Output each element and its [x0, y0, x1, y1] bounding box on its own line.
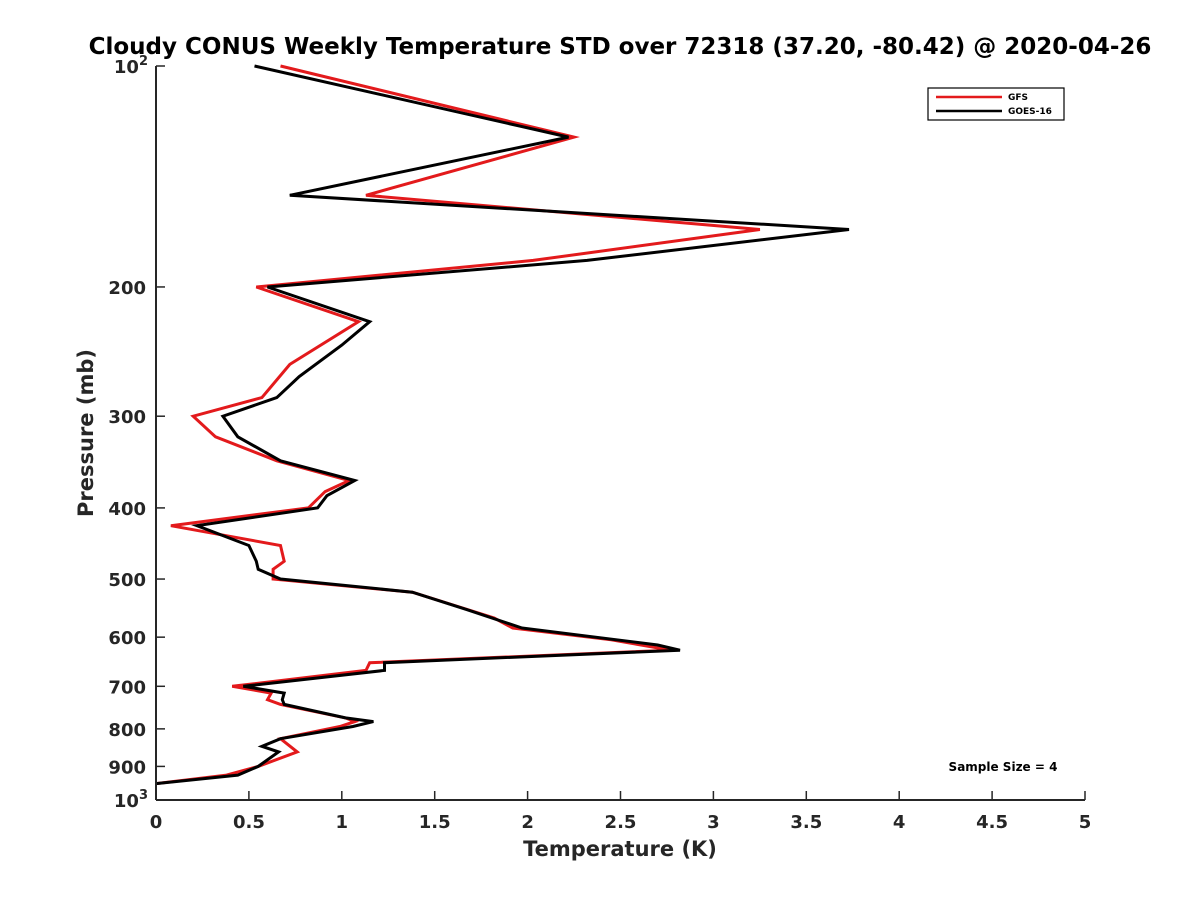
y-tick-label: 300: [108, 407, 146, 428]
x-tick-label: 3: [707, 812, 720, 833]
axes: [155, 66, 1085, 801]
x-tick-label: 1: [336, 812, 349, 833]
goes16-series-line: [155, 64, 850, 786]
legend-box: [927, 87, 1065, 121]
x-tick-label: 1.5: [419, 812, 451, 833]
y-axis-ticks: 102 200 300 400 500 600 700 800 900 103: [108, 54, 165, 812]
y-tick-label: 102: [114, 54, 148, 78]
y-tick-label: 700: [108, 677, 146, 698]
gfs-series-line: [155, 64, 761, 786]
y-tick-label: 600: [108, 628, 146, 649]
x-tick-label: 5: [1079, 812, 1092, 833]
chart-title: Cloudy CONUS Weekly Temperature STD over…: [89, 34, 1152, 60]
x-tick-label: 4.5: [976, 812, 1008, 833]
x-tick-label: 3.5: [790, 812, 822, 833]
sample-size-annotation: Sample Size = 4: [949, 760, 1058, 774]
y-tick-label: 800: [108, 720, 146, 741]
legend: GFS GOES-16: [927, 87, 1065, 121]
x-tick-label: 2.5: [605, 812, 637, 833]
y-tick-label: 900: [108, 757, 146, 778]
y-tick-label: 500: [108, 570, 146, 591]
y-axis-label: Pressure (mb): [74, 349, 98, 517]
x-axis-ticks: 0 0.5 1 1.5 2 2.5 3 3.5 4 4.5 5: [150, 791, 1092, 833]
y-tick-label: 400: [108, 499, 146, 520]
y-tick-label: 103: [114, 788, 148, 812]
legend-label-gfs: GFS: [1008, 93, 1028, 103]
x-tick-label: 4: [893, 812, 906, 833]
x-tick-label: 0: [150, 812, 163, 833]
x-tick-label: 0.5: [233, 812, 265, 833]
plot-area: [155, 64, 850, 786]
y-tick-label: 200: [108, 278, 146, 299]
x-tick-label: 2: [521, 812, 534, 833]
legend-label-goes16: GOES-16: [1008, 107, 1052, 117]
x-axis-label: Temperature (K): [523, 837, 717, 861]
